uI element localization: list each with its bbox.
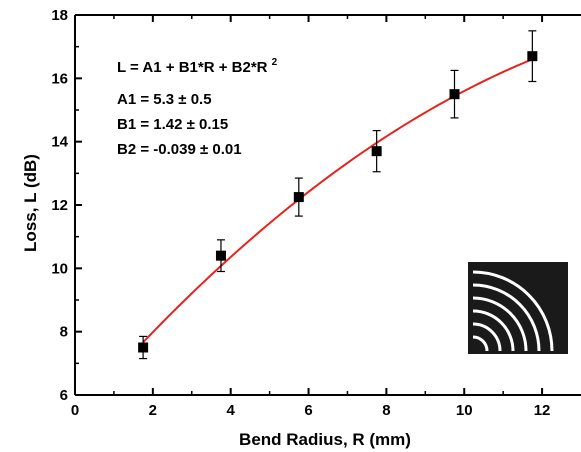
data-point — [449, 69, 460, 119]
inset-arc — [472, 309, 515, 352]
x-tick-label: 6 — [304, 402, 312, 419]
inset-arc — [472, 283, 541, 352]
point-marker — [449, 89, 460, 100]
x-tick-label: 0 — [71, 402, 79, 419]
fit-equation-superscript: 2 — [272, 57, 278, 68]
x-tick-label: 8 — [382, 402, 390, 419]
y-tick-label: 12 — [51, 197, 68, 214]
fit-equation: L = A1 + B1*R + B2*R 2 — [117, 57, 278, 76]
data-point — [215, 239, 226, 273]
x-tick-label: 2 — [149, 402, 157, 419]
y-axis-label: Loss, L (dB) — [21, 154, 40, 252]
inset-arc — [472, 335, 489, 352]
y-tick-label: 14 — [51, 134, 68, 151]
x-tick-label: 10 — [456, 402, 473, 419]
inset-arc — [472, 270, 554, 352]
y-tick-label: 8 — [60, 324, 68, 341]
y-tick-label: 10 — [51, 260, 68, 277]
data-point — [527, 30, 538, 83]
x-axis-ticks: 0 2 4 6 8 10 12 — [71, 15, 551, 419]
fit-param-b1: B1 = 1.42 ± 0.15 — [117, 116, 228, 133]
fit-layer — [142, 58, 533, 343]
point-marker — [527, 51, 538, 62]
fit-curve — [142, 58, 533, 343]
point-marker — [293, 192, 304, 203]
y-tick-label: 18 — [51, 7, 68, 24]
y-tick-label: 16 — [51, 70, 68, 87]
inset-arc — [472, 296, 528, 352]
fit-param-a1: A1 = 5.3 ± 0.5 — [117, 91, 212, 108]
point-marker — [215, 250, 226, 261]
y-tick-label: 6 — [60, 387, 68, 404]
inset-bend-diagram — [468, 262, 568, 354]
x-tick-label: 12 — [534, 402, 551, 419]
data-point — [371, 129, 382, 173]
point-marker — [138, 342, 149, 353]
points-layer — [138, 30, 538, 360]
x-tick-label: 4 — [227, 402, 236, 419]
y-axis-ticks: 6 8 10 12 14 16 18 — [51, 7, 82, 404]
fit-param-b2: B2 = -0.039 ± 0.01 — [117, 141, 242, 158]
fit-annotation: L = A1 + B1*R + B2*R 2 A1 = 5.3 ± 0.5 B1… — [117, 57, 278, 158]
data-point — [293, 177, 304, 217]
point-marker — [371, 146, 382, 157]
x-axis-label: Bend Radius, R (mm) — [239, 430, 411, 449]
inset-arc — [472, 322, 502, 352]
fit-equation-text: L = A1 + B1*R + B2*R — [117, 59, 268, 76]
data-point — [138, 335, 149, 360]
